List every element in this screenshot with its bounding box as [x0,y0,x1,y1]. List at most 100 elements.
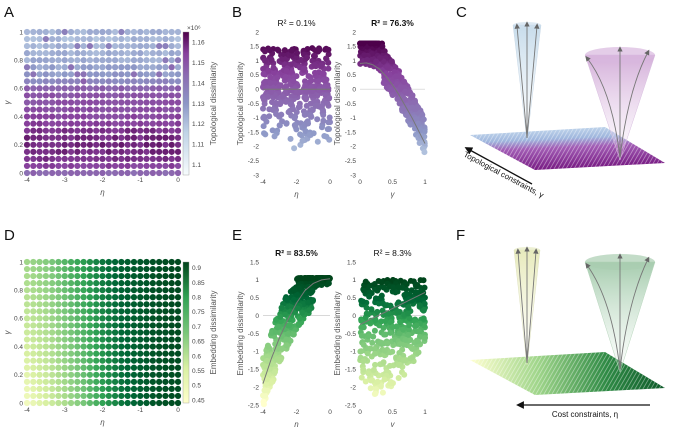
heatmap-dot [174,329,182,336]
heatmap-dot [124,28,131,36]
colorbar-tick-label: 0.9 [192,265,201,272]
heatmap-dot [130,301,138,308]
heatmap-dot [143,385,150,392]
scatter-point [379,389,386,396]
heatmap-dot [36,78,43,85]
heatmap-dot [86,43,94,50]
heatmap-dot [137,99,144,106]
heatmap-dot [67,322,75,329]
heatmap-dot [61,43,68,50]
heatmap-dot [30,50,37,57]
heatmap-dot [137,258,144,266]
heatmap-dot [55,273,62,280]
heatmap-dot [143,336,150,343]
scatter-point [291,145,298,152]
colorbar-multiplier: ×10⁶ [187,25,201,32]
heatmap-dot [86,64,94,71]
y-tick-label: 1 [19,29,23,36]
heatmap-dot [156,294,163,301]
heatmap-dot [23,280,31,287]
fit-line [359,62,426,144]
heatmap-dot [23,106,31,113]
y-tick-label: 0 [352,313,356,320]
heatmap-dot [93,78,100,85]
scatter-point [357,348,364,355]
scatter-point [273,110,280,117]
colorbar-label: Embedding dissimilarity [209,290,218,374]
heatmap-dot [105,273,112,280]
heatmap-dot [118,336,125,343]
heatmap-dot [149,265,156,273]
heatmap-dot [149,141,156,148]
heatmap-dot [168,127,175,134]
heatmap-dot [162,120,169,127]
heatmap-dot [86,106,94,113]
heatmap-dot [80,28,87,36]
heatmap-dot [149,162,156,170]
heatmap-dot [42,57,49,64]
scatter-point [260,401,267,408]
scatter-point [325,59,332,66]
heatmap-dot [30,287,37,294]
heatmap-dot [174,120,182,127]
scatter-point [366,293,373,300]
x-tick-label: 0 [358,179,362,186]
heatmap-dot [124,315,131,322]
heatmap-dot [130,169,138,177]
scatter-point [260,70,267,77]
heatmap-dot [67,155,75,162]
heatmap-dot [49,43,56,50]
heatmap-dot [67,148,75,155]
y-tick-label: 1 [255,58,259,65]
heatmap-dot [42,392,49,400]
heatmap-dot [156,357,163,364]
scatter-point [283,120,290,127]
scatter-point [373,386,380,393]
heatmap-dot [80,258,87,266]
heatmap-dot [55,371,62,378]
heatmap-dot [23,350,31,357]
scatter-point [309,287,316,294]
heatmap-dot [137,148,144,155]
heatmap-dot [162,329,169,336]
heatmap-dot [174,315,182,322]
colorbar-tick-label: 1.13 [192,101,205,108]
x-tick-label: 1 [423,179,427,186]
heatmap-dot [61,273,68,280]
heatmap-dot [80,71,87,78]
heatmap-dot [74,35,81,43]
scatter-point [362,378,369,385]
heatmap-dot [80,78,87,85]
heatmap-dot [137,57,144,64]
heatmap-dot [30,162,37,170]
heatmap-dot [23,155,31,162]
heatmap-dot [36,113,43,120]
scatter-point [369,377,376,384]
heatmap-dot [61,106,68,113]
heatmap-dot [30,399,37,407]
heatmap-dot [137,378,144,385]
heatmap-dot [61,28,68,36]
heatmap-dot [111,315,119,322]
chart-e-left: -4 -2 0 1.5 1 0.5 0 -0.5 -1 -1.5 -2 -2.5 η Embedding … [236,248,333,429]
heatmap-dot [23,99,31,106]
heatmap-dot [143,357,150,364]
x-tick-label: -1 [137,407,143,414]
heatmap-dot [86,57,94,64]
heatmap-dot [111,106,119,113]
heatmap-dot [99,120,106,127]
scatter-point [277,313,284,320]
heatmap-dot [67,64,75,71]
heatmap-dot [149,106,156,113]
heatmap-dot [137,43,144,50]
scatter-point [389,380,396,387]
heatmap-dot [55,392,62,400]
heatmap-dot [105,50,112,57]
heatmap-dot [61,357,68,364]
x-tick-label: -4 [24,177,30,184]
heatmap-dot [156,315,163,322]
heatmap-dot [36,280,43,287]
heatmap-dot [30,273,37,280]
heatmap-dot [36,399,43,407]
heatmap-dot [105,357,112,364]
